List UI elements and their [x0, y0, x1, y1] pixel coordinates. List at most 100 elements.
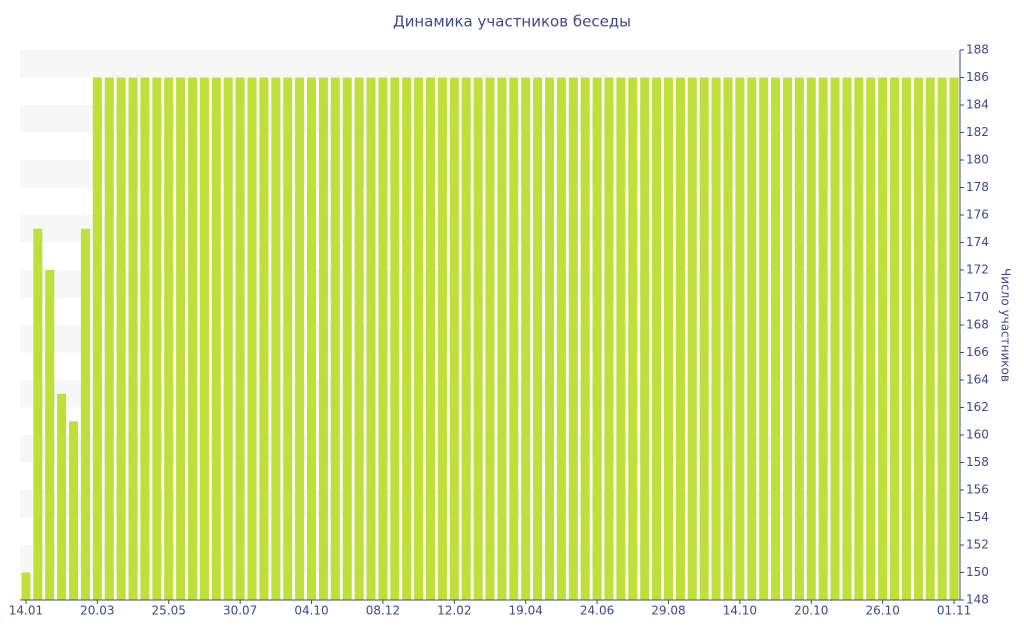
x-tick-label: 01.11: [937, 604, 971, 618]
bar: [188, 77, 198, 600]
x-tick-label: 29.08: [651, 604, 685, 618]
grid-band: [20, 50, 960, 78]
bar: [890, 77, 900, 600]
x-tick-label: 04.10: [294, 604, 328, 618]
x-tick-label: 25.05: [152, 604, 186, 618]
y-tick-label: 174: [966, 235, 989, 249]
bar: [69, 421, 79, 600]
bar: [271, 77, 281, 600]
bar: [402, 77, 412, 600]
bar: [461, 77, 471, 600]
bar: [104, 77, 114, 600]
bar: [354, 77, 364, 600]
y-tick-label: 168: [966, 318, 989, 332]
x-tick-label: 08.12: [366, 604, 400, 618]
y-tick-label: 154: [966, 510, 989, 524]
bar: [818, 77, 828, 600]
bar: [128, 77, 138, 600]
bar: [235, 77, 245, 600]
bar: [782, 77, 792, 600]
x-tick-label: 24.06: [580, 604, 614, 618]
bar: [473, 77, 483, 600]
bar: [580, 77, 590, 600]
y-tick-label: 180: [966, 153, 989, 167]
bar: [592, 77, 602, 600]
bar: [711, 77, 721, 600]
bar: [140, 77, 150, 600]
x-tick-label: 26.10: [865, 604, 899, 618]
bar: [723, 77, 733, 600]
bar: [45, 270, 55, 600]
y-tick-label: 178: [966, 180, 989, 194]
bar: [628, 77, 638, 600]
bar: [937, 77, 947, 600]
bar: [164, 77, 174, 600]
y-tick-label: 188: [966, 43, 989, 57]
x-tick-label: 19.04: [509, 604, 543, 618]
bar: [509, 77, 519, 600]
y-tick-label: 148: [966, 593, 989, 607]
x-tick-label: 20.03: [80, 604, 114, 618]
bar: [259, 77, 269, 600]
bar: [449, 77, 459, 600]
bar: [901, 77, 911, 600]
bar: [866, 77, 876, 600]
y-tick-label: 176: [966, 208, 989, 222]
y-tick-label: 182: [966, 125, 989, 139]
bar: [378, 77, 388, 600]
bar: [687, 77, 697, 600]
bar: [771, 77, 781, 600]
bar: [806, 77, 816, 600]
bar: [57, 393, 67, 600]
bar: [306, 77, 317, 600]
bar: [92, 77, 102, 600]
y-tick-label: 184: [966, 98, 989, 112]
y-tick-label: 166: [966, 345, 989, 359]
bar: [80, 228, 90, 600]
bar: [116, 77, 126, 600]
bar: [485, 77, 495, 600]
y-tick-label: 170: [966, 290, 989, 304]
bar: [747, 77, 757, 600]
y-tick-label: 160: [966, 428, 989, 442]
bar: [199, 77, 209, 600]
x-tick-label: 14.01: [9, 604, 43, 618]
bar: [425, 77, 436, 600]
bar: [366, 77, 376, 600]
bar: [925, 77, 935, 600]
bar: [330, 77, 340, 600]
y-tick-label: 164: [966, 373, 989, 387]
bar: [223, 77, 233, 600]
bar: [211, 77, 221, 600]
bar: [640, 77, 650, 600]
y-tick-label: 156: [966, 483, 989, 497]
bar: [176, 77, 186, 600]
bar: [568, 77, 578, 600]
bar: [283, 77, 293, 600]
bar: [652, 77, 662, 600]
bar: [556, 77, 566, 600]
bar: [663, 77, 674, 600]
bar: [21, 572, 31, 600]
x-tick-label: 12.02: [437, 604, 471, 618]
bar: [699, 77, 709, 600]
bar: [33, 228, 43, 600]
bar: [152, 77, 162, 600]
x-tick-label: 14.10: [723, 604, 757, 618]
bar: [247, 77, 257, 600]
bar: [830, 77, 840, 600]
bar: [878, 77, 888, 600]
bar: [949, 77, 959, 600]
bar: [295, 77, 305, 600]
bar: [913, 77, 923, 600]
bar: [759, 77, 769, 600]
bar: [854, 77, 864, 600]
bar: [521, 77, 531, 600]
bar: [414, 77, 424, 600]
bar: [342, 77, 352, 600]
y-tick-label: 186: [966, 70, 989, 84]
bar: [318, 77, 328, 600]
bar: [616, 77, 626, 600]
y-tick-label: 152: [966, 538, 989, 552]
